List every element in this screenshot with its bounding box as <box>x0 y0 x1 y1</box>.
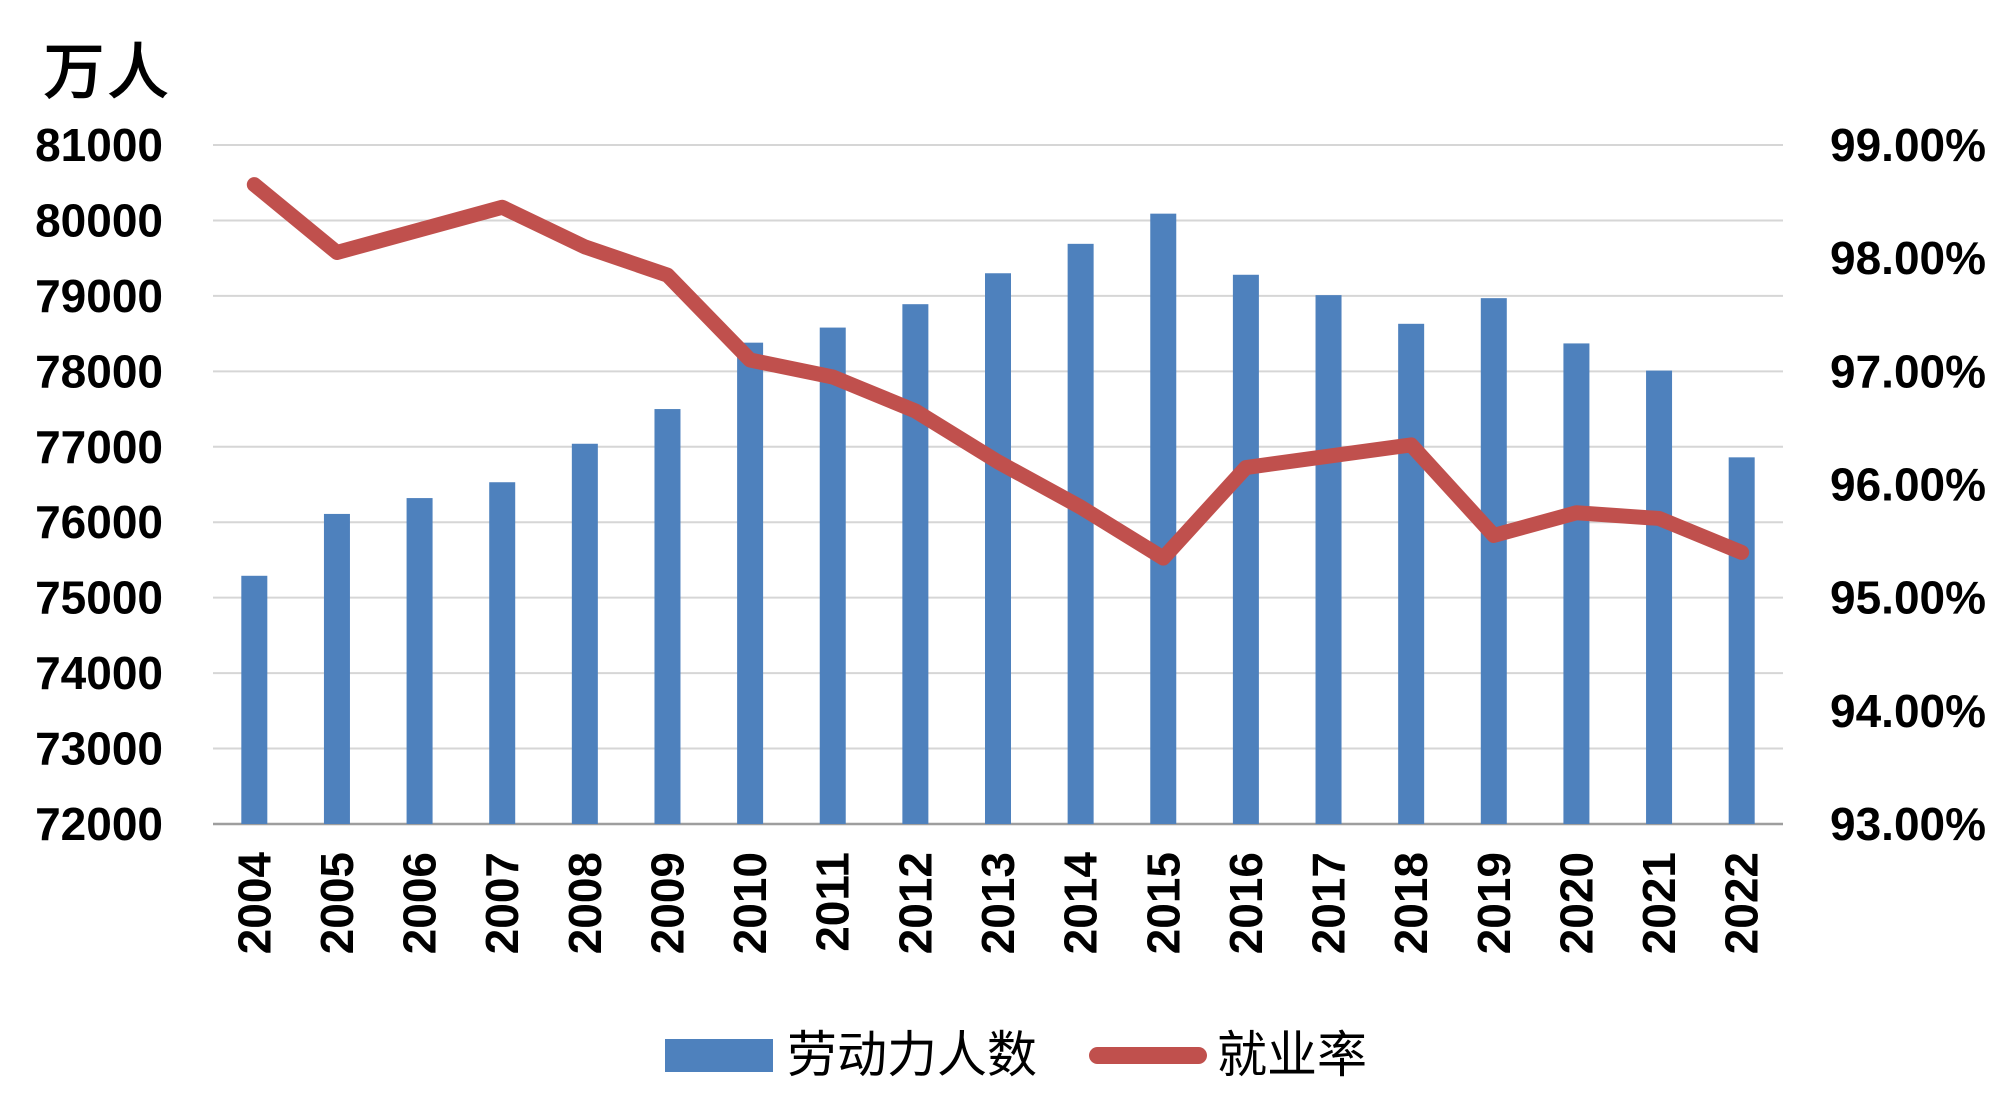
x-axis-year-label: 2012 <box>889 852 941 954</box>
right-axis-tick-label: 97.00% <box>1830 345 1986 397</box>
bar-2011 <box>819 327 846 824</box>
right-axis-tick-label: 98.00% <box>1830 232 1986 284</box>
bar-2007 <box>489 482 516 824</box>
x-axis-year-label: 2011 <box>807 852 859 952</box>
right-axis-tick-label: 99.00% <box>1830 119 1986 171</box>
bar-2016 <box>1232 274 1259 825</box>
line-employment-rate <box>246 177 1750 566</box>
x-axis-year-label: 2022 <box>1716 852 1768 954</box>
bar-2017 <box>1315 295 1342 825</box>
bar-2013 <box>985 273 1011 824</box>
left-axis-tick-label: 77000 <box>35 421 163 473</box>
bar-2004 <box>241 575 268 824</box>
right-axis-tick-label: 93.00% <box>1830 798 1986 850</box>
x-axis-year-label: 2005 <box>311 852 363 954</box>
right-axis-tick-label: 95.00% <box>1830 572 1986 624</box>
left-axis-tick-label: 72000 <box>35 798 163 850</box>
x-axis-year-label: 2019 <box>1468 852 1520 954</box>
legend-label-labor-force: 劳动力人数 <box>787 1027 1037 1083</box>
legend-label-employment-rate: 就业率 <box>1217 1027 1367 1083</box>
bar-2015 <box>1150 213 1177 825</box>
bar-2010 <box>737 342 764 824</box>
x-axis-year-label: 2014 <box>1055 852 1107 955</box>
bar-2012 <box>902 304 929 825</box>
right-axis-tick-label: 96.00% <box>1830 459 1986 511</box>
x-axis-year-label: 2015 <box>1137 852 1189 954</box>
left-axis-tick-label: 74000 <box>35 647 163 699</box>
x-axis-year-label: 2008 <box>559 852 611 954</box>
left-axis-tick-label: 81000 <box>35 119 163 171</box>
x-axis-year-label: 2007 <box>476 852 528 954</box>
left-axis-unit-label: 万人 <box>44 39 172 106</box>
legend-bar-swatch <box>665 1038 773 1072</box>
bar-2020 <box>1563 343 1590 824</box>
x-axis-year-label: 2006 <box>394 852 446 954</box>
x-axis-year-label: 2009 <box>641 852 693 954</box>
bar-2014 <box>1067 243 1094 825</box>
x-axis-year-label: 2016 <box>1220 852 1272 954</box>
x-axis-year-label: 2004 <box>228 852 280 955</box>
right-axis-tick-label: 94.00% <box>1830 685 1986 737</box>
bar-2006 <box>406 498 433 824</box>
x-axis-year-label: 2021 <box>1633 852 1685 954</box>
bar-2022 <box>1728 457 1755 824</box>
x-axis-year-label: 2018 <box>1385 852 1437 954</box>
legend: 劳动力人数 就业率 <box>665 1026 1367 1084</box>
bar-2018 <box>1398 323 1425 824</box>
bar-2005 <box>323 513 350 824</box>
x-axis-year-label: 2010 <box>724 852 776 954</box>
left-axis-tick-label: 75000 <box>35 572 163 624</box>
x-axis-year-label: 2017 <box>1303 852 1355 954</box>
bar-2019 <box>1480 298 1507 824</box>
x-axis-year-label: 2013 <box>972 852 1024 954</box>
left-axis-tick-label: 78000 <box>35 345 163 397</box>
left-axis-tick-label: 73000 <box>35 723 163 775</box>
bar-2008 <box>571 443 598 824</box>
left-axis-tick-label: 80000 <box>35 194 163 246</box>
left-axis-tick-label: 79000 <box>35 270 163 322</box>
left-axis-tick-label: 76000 <box>35 496 163 548</box>
bar-2021 <box>1646 370 1673 824</box>
x-axis-year-label: 2020 <box>1550 852 1602 954</box>
legend-line-swatch <box>1089 1046 1207 1064</box>
bar-2009 <box>654 409 681 824</box>
